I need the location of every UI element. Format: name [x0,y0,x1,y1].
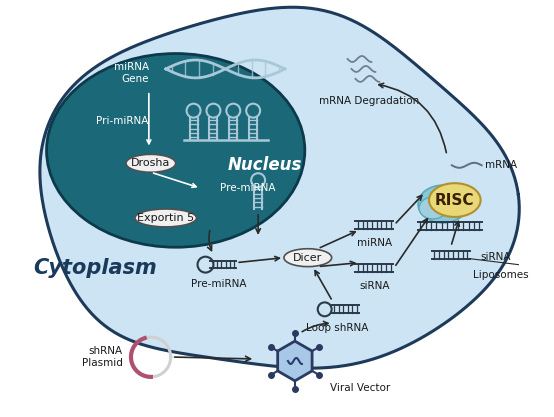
Text: siRNA: siRNA [481,252,511,262]
Polygon shape [40,7,519,368]
Ellipse shape [126,154,176,172]
Text: Pri-miRNA: Pri-miRNA [96,116,149,126]
Text: Viral Vector: Viral Vector [330,383,390,393]
Ellipse shape [429,183,481,217]
Text: Pre-miRNA: Pre-miRNA [220,183,276,193]
Text: Cytoplasm: Cytoplasm [34,258,157,278]
Text: miRNA
Gene: miRNA Gene [114,62,149,84]
Text: Nucleus: Nucleus [228,156,302,174]
Text: Liposomes: Liposomes [473,269,529,279]
Ellipse shape [418,185,468,223]
Text: Loop shRNA: Loop shRNA [306,323,369,333]
Ellipse shape [419,197,447,219]
Text: shRNA
Plasmid: shRNA Plasmid [82,346,123,368]
Text: mRNA Degradation: mRNA Degradation [319,96,419,106]
Text: RISC: RISC [435,193,475,208]
Ellipse shape [47,53,305,247]
Text: siRNA: siRNA [359,281,389,291]
Text: miRNA: miRNA [357,238,392,248]
Text: Pre-miRNA: Pre-miRNA [191,279,246,289]
Text: Drosha: Drosha [131,158,171,168]
Text: Exportin 5: Exportin 5 [137,213,194,223]
Ellipse shape [135,209,197,227]
Text: mRNA: mRNA [485,160,517,170]
Ellipse shape [284,249,332,266]
Text: Dicer: Dicer [293,253,322,263]
Polygon shape [278,341,312,381]
